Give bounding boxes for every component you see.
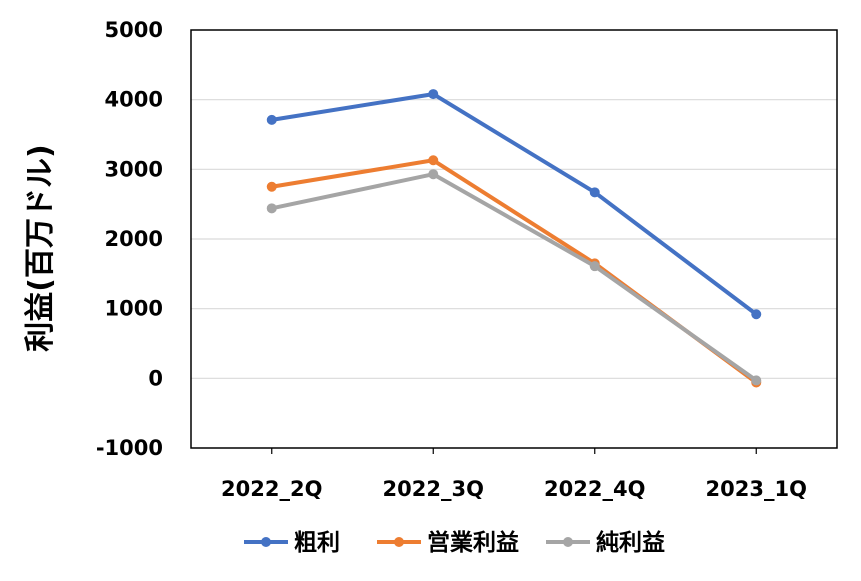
series-line: [269, 172, 759, 383]
data-point: [266, 114, 277, 125]
x-tick-label: 2022_2Q: [221, 477, 322, 501]
legend-swatch-marker: [394, 537, 404, 547]
legend: 粗利 営業利益 純利益: [244, 529, 665, 556]
gridlines: [191, 99, 837, 379]
data-point: [751, 375, 762, 386]
legend-item: 純利益: [546, 529, 665, 556]
data-point: [266, 203, 277, 214]
y-tick-label: 5000: [105, 18, 163, 42]
legend-swatch-marker: [261, 537, 271, 547]
series-lines: [266, 89, 762, 388]
series-line: [269, 92, 759, 317]
y-axis-label: 利益(百万ドル): [23, 144, 58, 351]
y-tick-labels: 5000 4000 3000 2000 1000 0 -1000: [96, 18, 163, 460]
data-point: [428, 89, 439, 100]
x-tick-label: 2023_1Q: [706, 477, 807, 501]
data-point: [266, 181, 277, 192]
data-point: [428, 169, 439, 180]
series-1: [266, 89, 762, 320]
series-2: [266, 155, 762, 388]
data-point: [589, 261, 600, 272]
y-tick-label: -1000: [96, 436, 163, 460]
legend-item: 粗利: [244, 529, 340, 556]
y-tick-label: 3000: [105, 157, 163, 181]
data-point: [428, 155, 439, 166]
legend-label: 粗利: [294, 529, 340, 556]
plot-area-border: [190, 29, 838, 449]
x-tick-label: 2022_4Q: [544, 477, 645, 501]
x-tick-labels: 2022_2Q 2022_3Q 2022_4Q 2023_1Q: [221, 448, 807, 501]
y-tick-label: 4000: [105, 88, 163, 112]
series-3: [266, 169, 762, 386]
data-point: [751, 309, 762, 320]
y-tick-label: 0: [148, 366, 163, 390]
legend-label: 純利益: [596, 529, 665, 556]
y-tick-label: 2000: [105, 227, 163, 251]
legend-swatch-marker: [563, 537, 573, 547]
x-tick-label: 2022_3Q: [383, 477, 484, 501]
data-point: [589, 187, 600, 198]
y-tick-label: 1000: [105, 297, 163, 321]
legend-item: 営業利益: [377, 529, 519, 556]
legend-label: 営業利益: [427, 529, 519, 556]
